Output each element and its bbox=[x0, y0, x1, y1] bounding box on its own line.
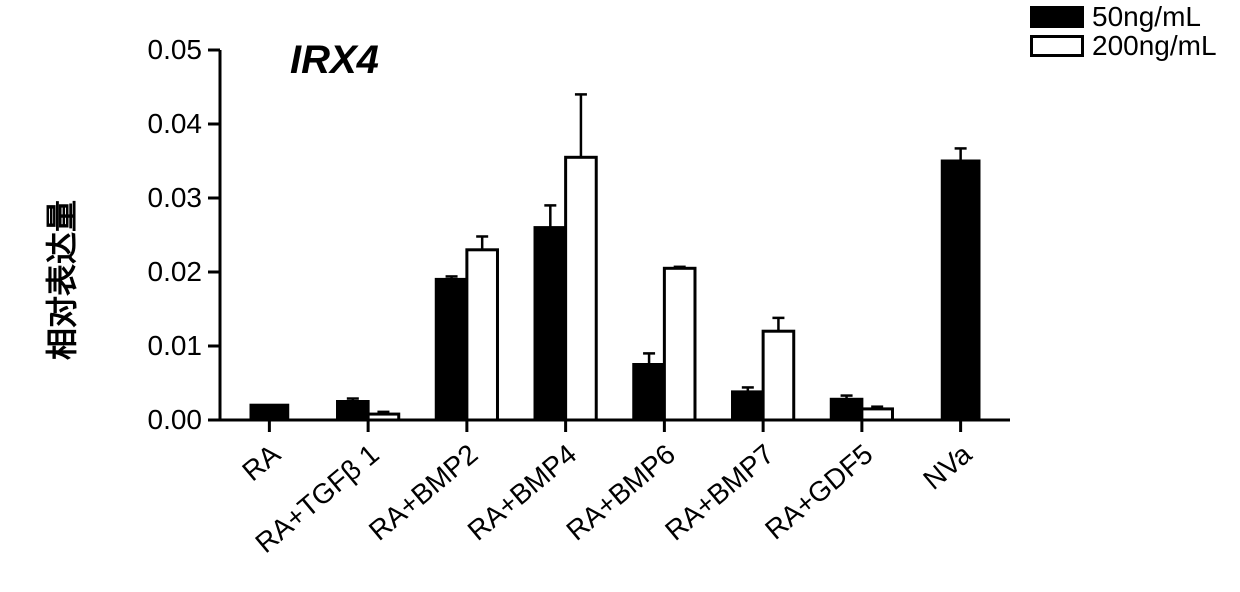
svg-text:RA+GDF5: RA+GDF5 bbox=[759, 438, 878, 545]
chart-title: IRX4 bbox=[290, 38, 379, 83]
chart-container: 相对表达量 0.000.010.020.030.040.05RARA+TGFβ … bbox=[60, 20, 1020, 570]
svg-text:RA: RA bbox=[236, 438, 286, 487]
legend-item: 200ng/mL bbox=[1030, 31, 1217, 60]
svg-text:0.02: 0.02 bbox=[148, 256, 203, 287]
svg-text:0.00: 0.00 bbox=[148, 404, 203, 435]
svg-text:0.01: 0.01 bbox=[148, 330, 203, 361]
legend-label: 200ng/mL bbox=[1092, 31, 1217, 60]
svg-text:RA+BMP6: RA+BMP6 bbox=[560, 438, 681, 546]
svg-text:0.05: 0.05 bbox=[148, 34, 203, 65]
svg-text:RA+BMP2: RA+BMP2 bbox=[363, 438, 484, 546]
legend-label: 50ng/mL bbox=[1092, 2, 1201, 31]
svg-text:0.03: 0.03 bbox=[148, 182, 203, 213]
y-axis-label: 相对表达量 bbox=[37, 200, 83, 360]
svg-text:NVa: NVa bbox=[917, 438, 977, 496]
svg-text:RA+BMP4: RA+BMP4 bbox=[462, 438, 583, 546]
svg-text:RA+BMP7: RA+BMP7 bbox=[659, 438, 780, 546]
legend-item: 50ng/mL bbox=[1030, 2, 1217, 31]
legend-swatch-icon bbox=[1030, 35, 1084, 57]
bar-chart: 0.000.010.020.030.040.05RARA+TGFβ 1RA+BM… bbox=[60, 20, 1020, 570]
legend-swatch-icon bbox=[1030, 6, 1084, 28]
svg-text:0.04: 0.04 bbox=[148, 108, 203, 139]
legend: 50ng/mL 200ng/mL bbox=[1030, 2, 1217, 61]
